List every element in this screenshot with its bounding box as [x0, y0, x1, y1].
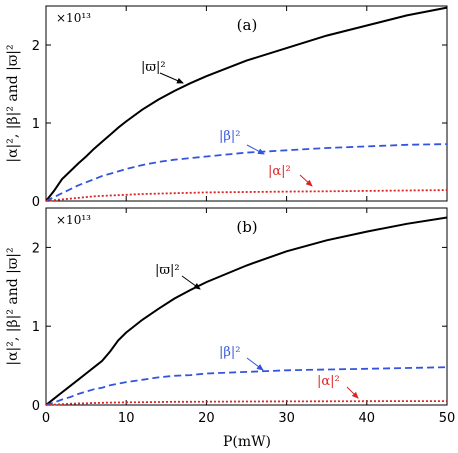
series-label: |ϖ|² [141, 60, 166, 75]
series-line [45, 366, 448, 406]
y-tick-label: 0 [32, 399, 40, 414]
series-label-arrow [299, 174, 313, 187]
series-label: |β|² [219, 129, 241, 144]
x-axis-label: P(mW) [223, 434, 271, 450]
panel-label: (b) [236, 218, 257, 236]
y-axis-label: |α|², |β|² and |ϖ|² [5, 44, 21, 162]
series-label: |α|² [317, 374, 340, 389]
series-label-arrow [246, 357, 264, 371]
panel-a: 0 1 2 ×10¹³ (a) |α|², |β|² and |ϖ|² |ϖ|² |β|² |α… [5, 5, 448, 210]
y-axis-label: |α|², |β|² and |ϖ|² [5, 247, 21, 365]
y-multiplier: ×10¹³ [56, 11, 91, 25]
series-label: |α|² [268, 164, 291, 179]
x-tick-label: 20 [198, 411, 215, 426]
y-tick-label: 2 [32, 241, 40, 256]
series-label: |ϖ|² [155, 263, 180, 278]
y-tick-label: 2 [32, 39, 40, 54]
series-line [45, 216, 448, 406]
series-line [45, 189, 448, 202]
plot-frame [45, 5, 448, 202]
series-line [45, 6, 448, 202]
x-tick-label: 50 [439, 411, 456, 426]
x-tick-label: 40 [359, 411, 376, 426]
y-tick-label: 0 [32, 195, 40, 210]
series-line [45, 143, 448, 202]
y-multiplier: ×10¹³ [56, 213, 91, 227]
y-tick-label: 1 [32, 117, 40, 132]
series-label: |β|² [219, 345, 241, 360]
series-label-arrow [181, 275, 201, 290]
panel-label: (a) [237, 16, 258, 34]
y-tick-label: 1 [32, 320, 40, 335]
series-label-arrow [246, 144, 265, 155]
x-tick-label: 30 [278, 411, 295, 426]
plot-frame [45, 207, 448, 406]
series-label-arrow [346, 386, 359, 399]
panel-b: 0 10 20 30 40 50 0 1 2 ×10¹³ (b) |α|², |β|² and |ϖ|… [5, 207, 456, 426]
x-tick-label: 0 [42, 411, 50, 426]
series-line [45, 400, 447, 406]
x-tick-label: 10 [118, 411, 135, 426]
series-label-arrow [159, 72, 184, 84]
